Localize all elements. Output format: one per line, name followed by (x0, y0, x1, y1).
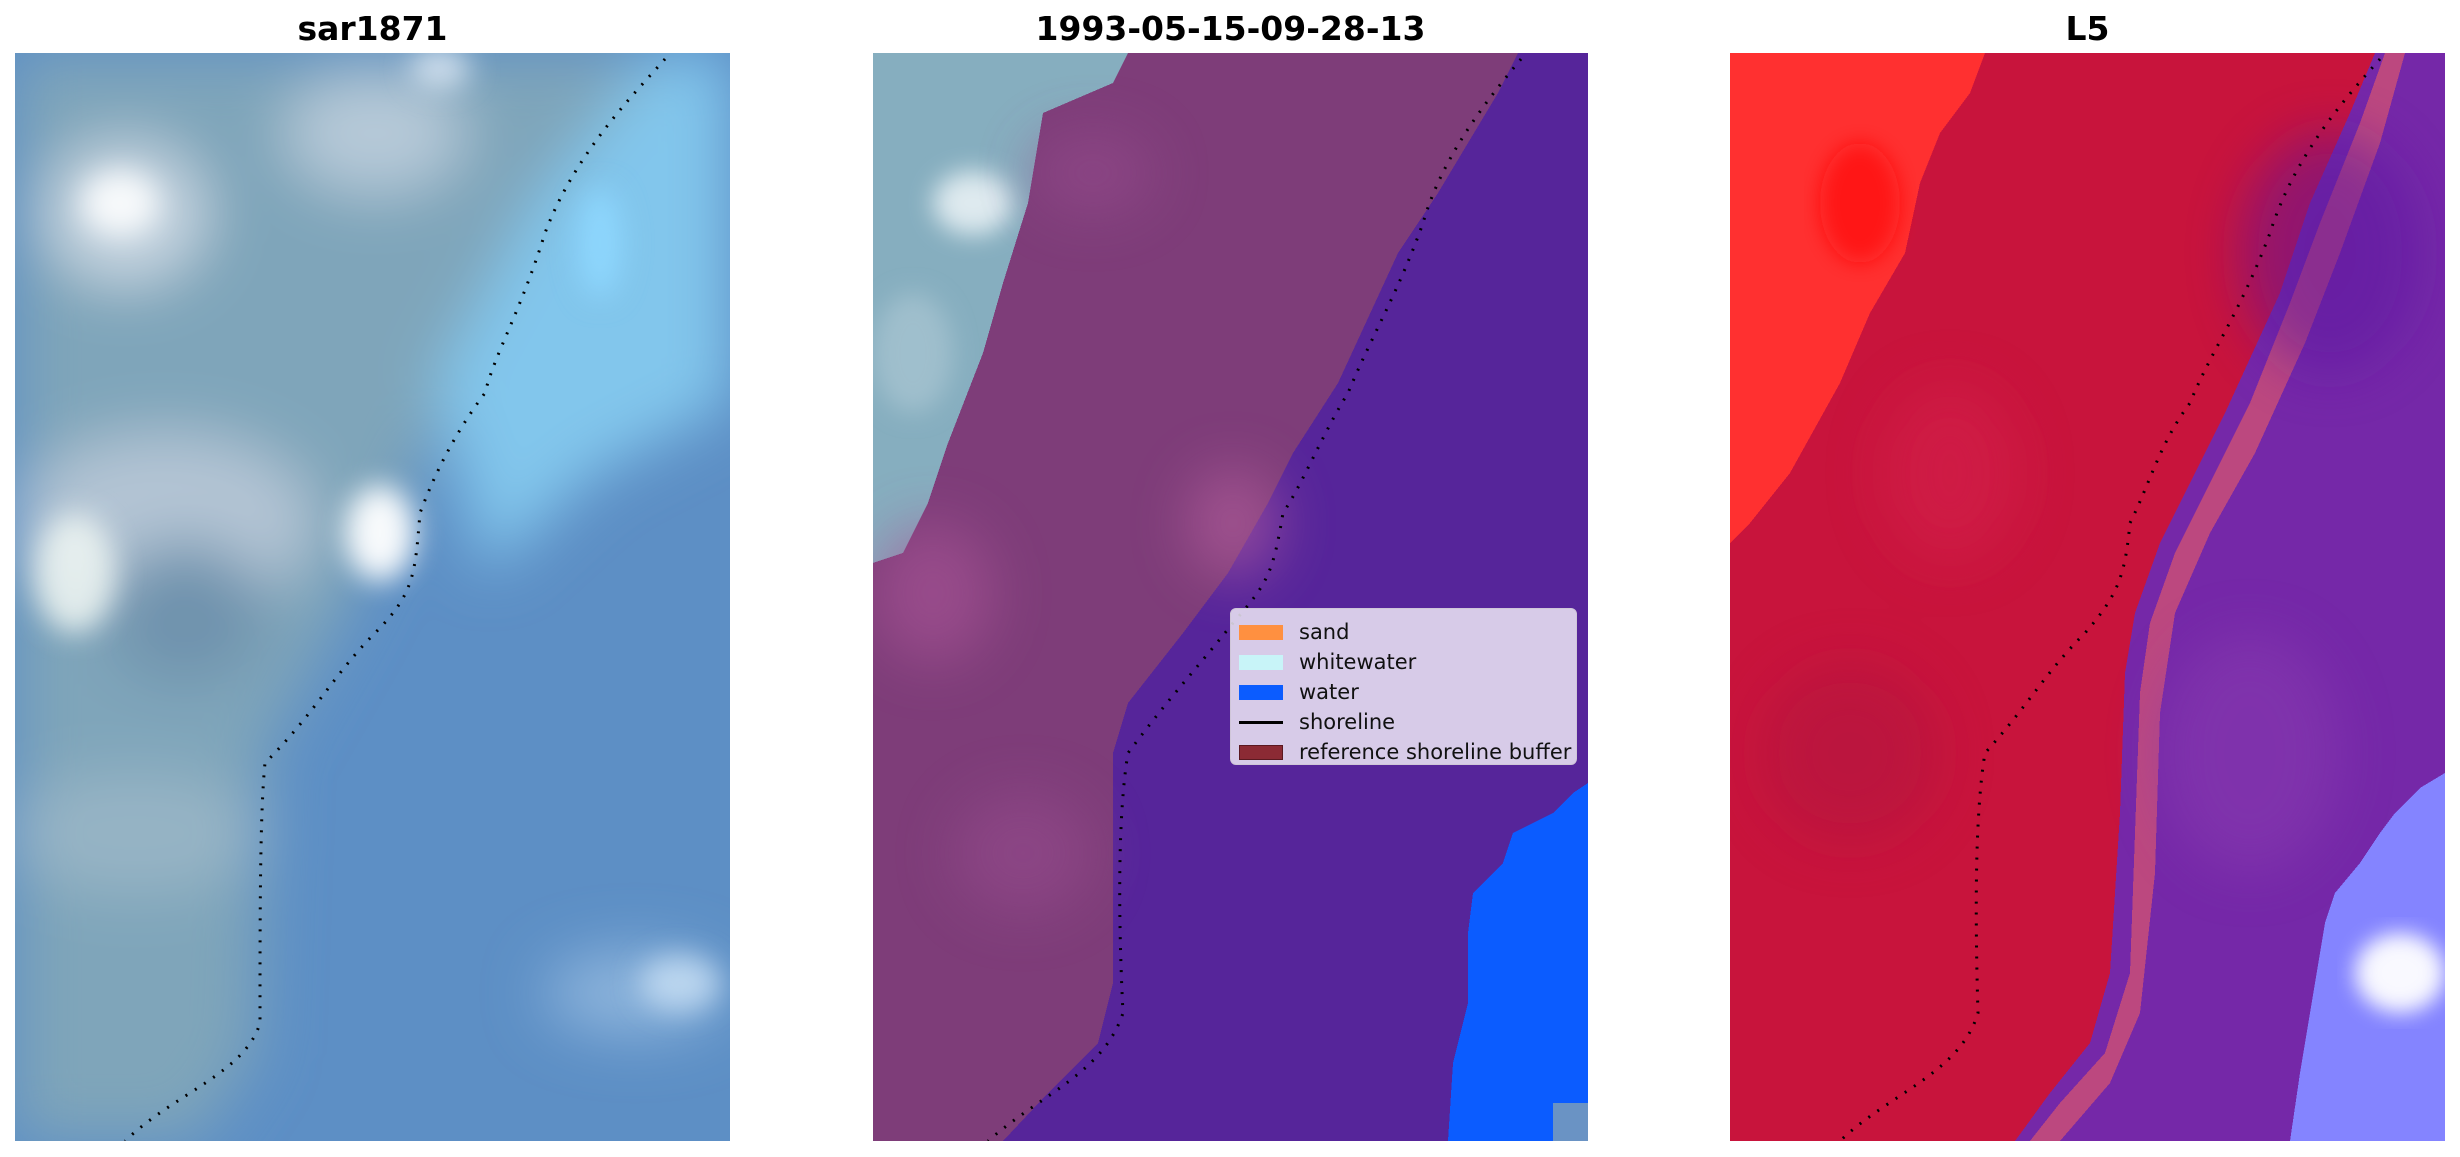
legend-item-whitewater: whitewater (1239, 647, 1576, 677)
water-swatch (1239, 684, 1283, 700)
panel-title-rgb: sar1871 (297, 9, 448, 48)
legend-item-shoreline: shoreline (1239, 707, 1576, 737)
legend: sand whitewater water shoreline referenc… (1230, 608, 1577, 765)
legend-item-sand: sand (1239, 617, 1576, 647)
legend-label-water: water (1299, 680, 1359, 704)
legend-item-reference-buffer: reference shoreline buffer (1239, 737, 1576, 767)
classification-image (873, 53, 1588, 1141)
legend-label-sand: sand (1299, 620, 1350, 644)
shoreline-line-swatch (1239, 720, 1283, 724)
legend-label-shoreline: shoreline (1299, 710, 1396, 734)
index-image (1730, 53, 2445, 1141)
reference-buffer-swatch (1239, 744, 1283, 760)
whitewater-swatch (1239, 654, 1283, 670)
legend-label-whitewater: whitewater (1299, 650, 1417, 674)
shoreline-dots-index (1838, 58, 2382, 1141)
sand-swatch (1239, 624, 1283, 640)
legend-item-water: water (1239, 677, 1576, 707)
shoreline-dots-classification (987, 58, 1523, 1141)
satellite-rgb-image (15, 53, 730, 1141)
panel-title-index: L5 (2065, 9, 2110, 48)
panel-title-classification: 1993-05-15-09-28-13 (1035, 9, 1426, 48)
legend-label-reference-buffer: reference shoreline buffer (1299, 740, 1572, 764)
